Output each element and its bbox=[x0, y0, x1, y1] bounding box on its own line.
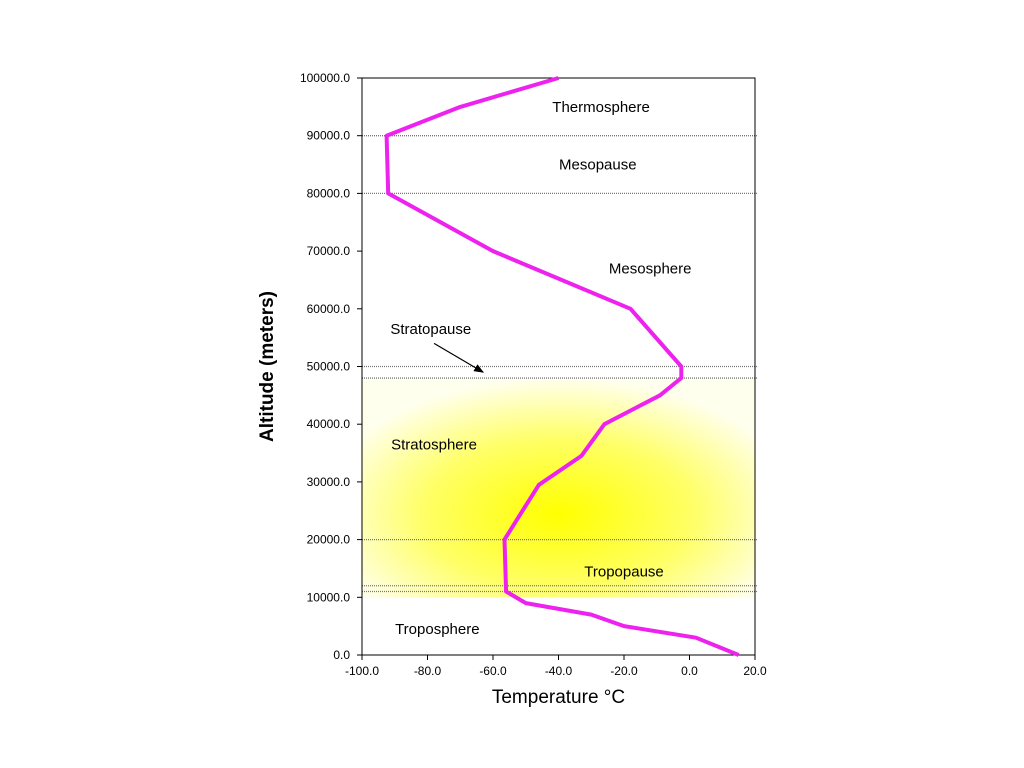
y-tick-label-7: 70000.0 bbox=[307, 244, 351, 258]
y-tick-label-1: 10000.0 bbox=[307, 590, 351, 604]
layer-label-tropopause: Tropopause bbox=[584, 563, 664, 580]
layer-label-troposphere: Troposphere bbox=[395, 621, 480, 638]
layer-label-stratopause: Stratopause bbox=[390, 321, 471, 338]
stratosphere-shading bbox=[362, 378, 755, 598]
y-axis-title: Altitude (meters) bbox=[257, 291, 278, 442]
layer-label-thermosphere: Thermosphere bbox=[552, 99, 650, 116]
y-tick-label-10: 100000.0 bbox=[300, 71, 350, 85]
x-tick-label-5: 0.0 bbox=[681, 664, 698, 678]
x-tick-label-4: -20.0 bbox=[610, 664, 638, 678]
y-tick-label-5: 50000.0 bbox=[307, 360, 351, 374]
x-tick-label-6: 20.0 bbox=[743, 664, 767, 678]
layer-label-mesosphere: Mesosphere bbox=[609, 260, 692, 277]
y-tick-label-9: 90000.0 bbox=[307, 129, 351, 143]
layer-label-mesopause: Mesopause bbox=[559, 157, 637, 174]
y-tick-label-8: 80000.0 bbox=[307, 186, 351, 200]
x-tick-label-2: -60.0 bbox=[479, 664, 507, 678]
y-tick-label-3: 30000.0 bbox=[307, 475, 351, 489]
x-axis-title: Temperature °C bbox=[492, 687, 625, 708]
y-tick-label-0: 0.0 bbox=[333, 648, 350, 662]
temperature-profile-line-0 bbox=[384, 76, 740, 657]
x-tick-label-1: -80.0 bbox=[414, 664, 442, 678]
stratopause-arrow bbox=[433, 342, 485, 373]
y-tick-label-2: 20000.0 bbox=[307, 533, 351, 547]
y-tick-label-4: 40000.0 bbox=[307, 417, 351, 431]
y-tick-label-6: 60000.0 bbox=[307, 302, 351, 316]
x-tick-label-3: -40.0 bbox=[545, 664, 573, 678]
layer-label-stratosphere: Stratosphere bbox=[391, 436, 477, 453]
x-tick-label-0: -100.0 bbox=[345, 664, 379, 678]
